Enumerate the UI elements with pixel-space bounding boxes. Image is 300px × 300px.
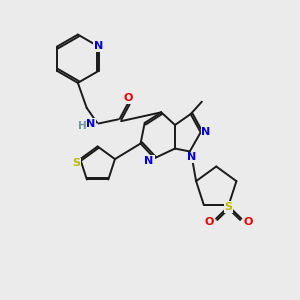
Text: S: S <box>225 202 233 212</box>
Text: N: N <box>94 41 103 51</box>
Text: O: O <box>124 93 133 103</box>
Text: S: S <box>73 158 81 169</box>
Text: H: H <box>78 122 86 131</box>
Text: N: N <box>145 156 154 166</box>
Text: N: N <box>188 152 197 162</box>
Text: O: O <box>244 217 253 226</box>
Text: O: O <box>205 217 214 226</box>
Text: N: N <box>201 127 211 137</box>
Text: N: N <box>85 119 95 129</box>
